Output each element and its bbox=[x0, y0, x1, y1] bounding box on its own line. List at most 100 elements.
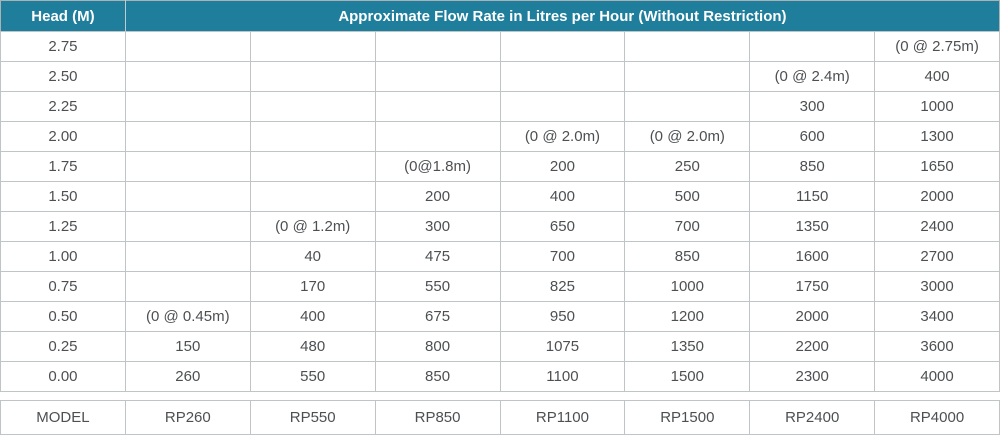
flow-value-cell: 600 bbox=[749, 121, 876, 152]
flow-value-cell: 1350 bbox=[624, 331, 751, 362]
flow-value-cell bbox=[374, 31, 501, 62]
table-row: 1.25 (0 @ 1.2m) 300 650 700 1350 2400 bbox=[0, 211, 1000, 242]
model-name-cell: RP1500 bbox=[624, 400, 751, 435]
table-row: 0.75 170 550 825 1000 1750 3000 bbox=[0, 271, 1000, 302]
flow-value-cell bbox=[249, 121, 376, 152]
flow-value-cell bbox=[249, 61, 376, 92]
flow-value-cell bbox=[624, 31, 751, 62]
model-name-cell: RP260 bbox=[124, 400, 251, 435]
table-row: 1.50 200 400 500 1150 2000 bbox=[0, 181, 1000, 212]
flow-value-cell bbox=[124, 241, 251, 272]
flow-rate-header: Approximate Flow Rate in Litres per Hour… bbox=[125, 0, 1000, 32]
flow-value-cell: 650 bbox=[499, 211, 626, 242]
table-row: 1.00 40 475 700 850 1600 2700 bbox=[0, 241, 1000, 272]
table-row: 2.00 (0 @ 2.0m) (0 @ 2.0m) 600 1300 bbox=[0, 121, 1000, 152]
flow-value-cell bbox=[124, 61, 251, 92]
flow-value-cell: 40 bbox=[249, 241, 376, 272]
flow-value-cell: (0 @ 2.0m) bbox=[624, 121, 751, 152]
model-label-cell: MODEL bbox=[0, 400, 126, 435]
flow-value-cell: 400 bbox=[874, 61, 1000, 92]
flow-value-cell: 700 bbox=[624, 211, 751, 242]
head-value-cell: 0.00 bbox=[0, 361, 126, 392]
head-value-cell: 0.25 bbox=[0, 331, 126, 362]
flow-value-cell: 250 bbox=[624, 151, 751, 182]
flow-value-cell: (0 @ 1.2m) bbox=[249, 211, 376, 242]
flow-value-cell: 675 bbox=[374, 301, 501, 332]
head-value-cell: 1.50 bbox=[0, 181, 126, 212]
flow-value-cell: 1000 bbox=[624, 271, 751, 302]
flow-value-cell bbox=[749, 31, 876, 62]
flow-rate-table: Head (M) Approximate Flow Rate in Litres… bbox=[0, 0, 1000, 392]
flow-value-cell: 1300 bbox=[874, 121, 1000, 152]
table-row: 1.75 (0@1.8m) 200 250 850 1650 bbox=[0, 151, 1000, 182]
table-row: 0.50 (0 @ 0.45m) 400 675 950 1200 2000 3400 bbox=[0, 301, 1000, 332]
flow-value-cell: 825 bbox=[499, 271, 626, 302]
model-name-cell: RP1100 bbox=[499, 400, 626, 435]
model-name-cell: RP4000 bbox=[874, 400, 1000, 435]
flow-value-cell bbox=[499, 61, 626, 92]
head-value-cell: 2.75 bbox=[0, 31, 126, 62]
flow-rate-table-header: Head (M) Approximate Flow Rate in Litres… bbox=[0, 0, 1000, 32]
table-row: 2.25 300 1000 bbox=[0, 91, 1000, 122]
flow-value-cell: 550 bbox=[249, 361, 376, 392]
flow-value-cell: 200 bbox=[374, 181, 501, 212]
flow-value-cell bbox=[499, 31, 626, 62]
flow-value-cell bbox=[249, 91, 376, 122]
head-value-cell: 0.75 bbox=[0, 271, 126, 302]
flow-value-cell bbox=[124, 31, 251, 62]
flow-value-cell: 3000 bbox=[874, 271, 1000, 302]
header-row: Head (M) Approximate Flow Rate in Litres… bbox=[0, 0, 1000, 32]
flow-value-cell: 1650 bbox=[874, 151, 1000, 182]
flow-value-cell: 170 bbox=[249, 271, 376, 302]
flow-value-cell: 2300 bbox=[749, 361, 876, 392]
flow-value-cell bbox=[124, 271, 251, 302]
head-value-cell: 1.00 bbox=[0, 241, 126, 272]
flow-value-cell: 1750 bbox=[749, 271, 876, 302]
flow-value-cell: 3600 bbox=[874, 331, 1000, 362]
model-row-body: MODEL RP260 RP550 RP850 RP1100 RP1500 RP2400 RP… bbox=[0, 400, 1000, 435]
flow-value-cell: 260 bbox=[124, 361, 251, 392]
flow-value-cell: 2000 bbox=[749, 301, 876, 332]
flow-value-cell: (0 @ 0.45m) bbox=[124, 301, 251, 332]
flow-value-cell bbox=[624, 61, 751, 92]
table-row: 0.00 260 550 850 1100 1500 2300 4000 bbox=[0, 361, 1000, 392]
flow-value-cell bbox=[374, 121, 501, 152]
flow-value-cell: (0 @ 2.4m) bbox=[749, 61, 876, 92]
flow-value-cell: 2400 bbox=[874, 211, 1000, 242]
head-column-header: Head (M) bbox=[0, 0, 126, 32]
flow-value-cell: 950 bbox=[499, 301, 626, 332]
model-name-cell: RP2400 bbox=[749, 400, 876, 435]
flow-value-cell: 500 bbox=[624, 181, 751, 212]
flow-value-cell: 850 bbox=[374, 361, 501, 392]
flow-value-cell bbox=[124, 121, 251, 152]
flow-value-cell bbox=[249, 31, 376, 62]
flow-value-cell: 400 bbox=[249, 301, 376, 332]
model-row-table: MODEL RP260 RP550 RP850 RP1100 RP1500 RP2400 RP… bbox=[0, 400, 1000, 435]
flow-value-cell: 300 bbox=[749, 91, 876, 122]
flow-value-cell: 150 bbox=[124, 331, 251, 362]
flow-value-cell: 400 bbox=[499, 181, 626, 212]
table-row: 2.50 (0 @ 2.4m) 400 bbox=[0, 61, 1000, 92]
flow-value-cell: 1500 bbox=[624, 361, 751, 392]
flow-value-cell: 550 bbox=[374, 271, 501, 302]
flow-value-cell: 1100 bbox=[499, 361, 626, 392]
flow-value-cell: (0@1.8m) bbox=[374, 151, 501, 182]
flow-value-cell: 2200 bbox=[749, 331, 876, 362]
flow-value-cell bbox=[374, 91, 501, 122]
flow-value-cell: 2700 bbox=[874, 241, 1000, 272]
flow-value-cell: 700 bbox=[499, 241, 626, 272]
flow-value-cell: 4000 bbox=[874, 361, 1000, 392]
flow-value-cell: (0 @ 2.0m) bbox=[499, 121, 626, 152]
table-row: 0.25 150 480 800 1075 1350 2200 3600 bbox=[0, 331, 1000, 362]
head-value-cell: 2.25 bbox=[0, 91, 126, 122]
flow-value-cell bbox=[249, 151, 376, 182]
flow-value-cell: (0 @ 2.75m) bbox=[874, 31, 1000, 62]
head-value-cell: 1.25 bbox=[0, 211, 126, 242]
flow-value-cell bbox=[124, 181, 251, 212]
flow-value-cell: 480 bbox=[249, 331, 376, 362]
flow-value-cell: 2000 bbox=[874, 181, 1000, 212]
model-name-cell: RP850 bbox=[374, 400, 501, 435]
flow-value-cell: 1075 bbox=[499, 331, 626, 362]
flow-value-cell: 1200 bbox=[624, 301, 751, 332]
